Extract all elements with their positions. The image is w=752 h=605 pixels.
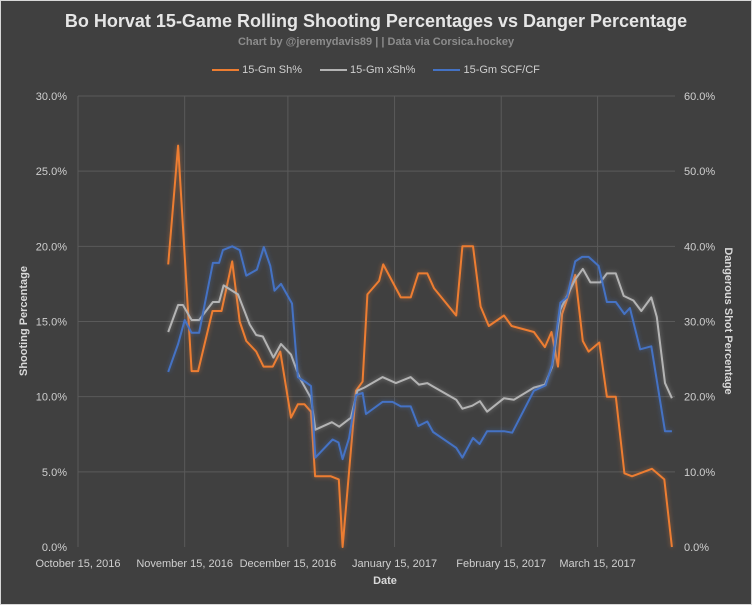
legend-swatch-orange [212,69,240,71]
legend-swatch-gray [320,69,348,71]
y-tick-label: 15.0% [36,317,67,329]
y-axis-title: Shooting Percentage [18,266,30,376]
x-tick-label: December 15, 2016 [240,558,337,570]
y-tick-label: 25.0% [36,166,67,178]
legend-item-scf: 15-Gm SCF/CF [433,64,540,76]
legend-swatch-blue [433,69,461,71]
y-tick-label: 5.0% [42,467,67,479]
x-axis-title: Date [373,575,397,587]
y2-tick-label: 0.0% [684,542,709,554]
chart-title: Bo Horvat 15-Game Rolling Shooting Perce… [64,11,688,31]
series-line-xsh-pct [167,267,673,431]
tick-labels: 0.0% 0.0% 5.0% 10.0% 10.0% 20.0% 15.0% 30.0% 20.… [35,91,715,570]
series-lines [167,144,673,548]
legend-label: 15-Gm Sh% [242,64,303,76]
gridlines [77,95,675,547]
legend: 15-Gm Sh% 15-Gm xSh% 15-Gm SCF/CF [1,64,751,76]
x-tick-label: October 15, 2016 [35,558,120,570]
x-tick-label: January 15, 2017 [352,558,437,570]
y-tick-label: 20.0% [36,241,67,253]
chart-subtitle: Chart by @jeremydavis89 | | Data via Cor… [237,36,515,48]
y-tick-label: 0.0% [42,542,67,554]
legend-item-xsh: 15-Gm xSh% [320,64,415,76]
y2-tick-label: 50.0% [684,166,715,178]
x-tick-label: March 15, 2017 [559,558,635,570]
legend-item-sh: 15-Gm Sh% [212,64,302,76]
y2-tick-label: 40.0% [684,241,715,253]
y2-tick-label: 10.0% [684,467,715,479]
y2-axis-title: Dangerous Shot Percentage [722,247,734,394]
y2-tick-label: 30.0% [684,317,715,329]
legend-label: 15-Gm xSh% [350,64,416,76]
y2-tick-label: 20.0% [684,392,715,404]
y2-tick-label: 60.0% [684,91,715,103]
x-tick-label: February 15, 2017 [456,558,546,570]
x-tick-label: November 15, 2016 [136,558,233,570]
y-tick-label: 30.0% [36,91,67,103]
series-line-sh-pct [167,144,673,548]
y-tick-label: 10.0% [36,392,67,404]
series-line-scf-cf [167,245,672,461]
legend-label: 15-Gm SCF/CF [463,64,540,76]
